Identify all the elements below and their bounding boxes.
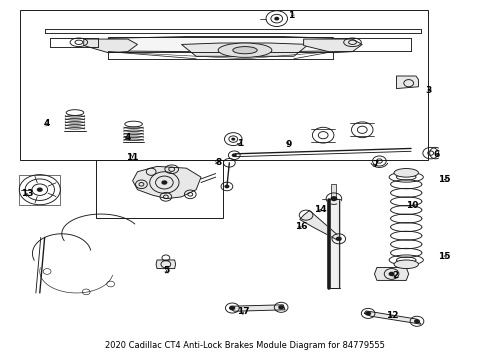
- Ellipse shape: [394, 260, 418, 269]
- Text: 9: 9: [286, 140, 292, 149]
- Text: 17: 17: [237, 307, 250, 316]
- Ellipse shape: [278, 305, 284, 310]
- Ellipse shape: [331, 196, 337, 201]
- Text: 6: 6: [434, 150, 440, 159]
- Text: 4: 4: [44, 119, 50, 128]
- Ellipse shape: [37, 188, 43, 192]
- Ellipse shape: [414, 319, 420, 323]
- Text: 13: 13: [22, 189, 34, 198]
- Text: 8: 8: [215, 158, 221, 167]
- Polygon shape: [133, 166, 201, 199]
- Ellipse shape: [274, 17, 279, 21]
- Text: 12: 12: [386, 311, 399, 320]
- Polygon shape: [374, 267, 409, 280]
- Ellipse shape: [161, 180, 167, 185]
- Polygon shape: [396, 76, 418, 89]
- Text: 15: 15: [438, 252, 451, 261]
- Polygon shape: [108, 37, 333, 51]
- Polygon shape: [331, 184, 336, 199]
- Text: 1: 1: [237, 139, 243, 148]
- Ellipse shape: [233, 46, 257, 54]
- Polygon shape: [181, 43, 309, 56]
- Text: 10: 10: [406, 201, 418, 210]
- Polygon shape: [84, 39, 138, 53]
- Ellipse shape: [394, 168, 418, 177]
- Text: 4: 4: [124, 133, 131, 142]
- Text: 2020 Cadillac CT4 Anti-Lock Brakes Module Diagram for 84779555: 2020 Cadillac CT4 Anti-Lock Brakes Modul…: [105, 341, 385, 350]
- Text: 14: 14: [315, 205, 327, 214]
- Text: 3: 3: [425, 86, 431, 95]
- Ellipse shape: [231, 138, 235, 140]
- Text: 2: 2: [392, 270, 399, 279]
- Ellipse shape: [389, 272, 394, 276]
- Text: 1: 1: [288, 11, 294, 20]
- Polygon shape: [304, 39, 362, 53]
- Polygon shape: [229, 305, 285, 311]
- Polygon shape: [364, 311, 421, 324]
- Ellipse shape: [218, 43, 272, 57]
- Text: 7: 7: [373, 160, 379, 169]
- Polygon shape: [300, 211, 340, 240]
- Ellipse shape: [229, 306, 235, 310]
- Polygon shape: [156, 260, 175, 269]
- Text: 16: 16: [295, 222, 307, 231]
- Text: 11: 11: [126, 153, 139, 162]
- Bar: [96, 160, 223, 218]
- Text: 5: 5: [164, 266, 170, 275]
- Text: 15: 15: [438, 175, 451, 184]
- Ellipse shape: [365, 311, 371, 316]
- Polygon shape: [328, 199, 340, 288]
- Ellipse shape: [232, 153, 237, 157]
- Bar: [20, 10, 428, 160]
- Ellipse shape: [224, 185, 229, 188]
- Ellipse shape: [336, 237, 342, 241]
